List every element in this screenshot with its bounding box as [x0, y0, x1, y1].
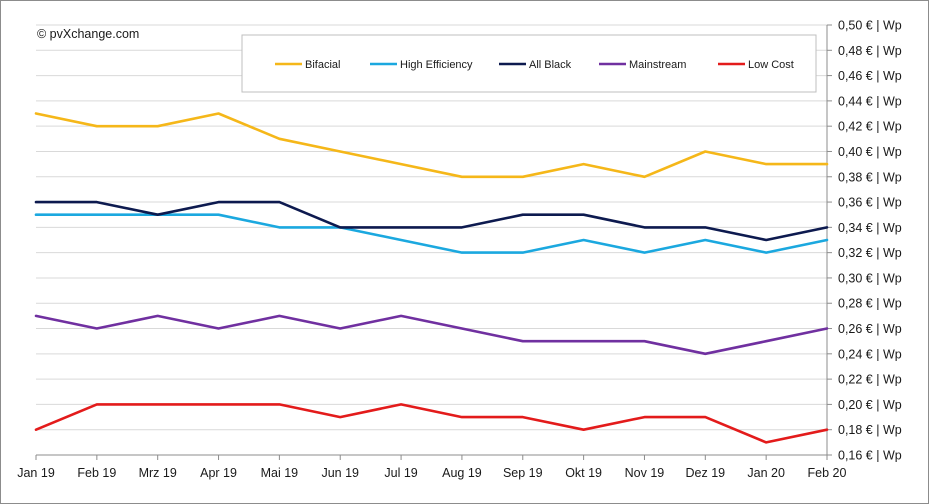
- x-tick-label: Jul 19: [384, 466, 417, 480]
- y-tick-label: 0,48 € | Wp: [838, 44, 902, 58]
- y-tick-label: 0,24 € | Wp: [838, 347, 902, 361]
- legend-entries: Bifacial High Efficiency All Black Mainstre…: [275, 59, 794, 71]
- legend-label-all-black: All Black: [529, 59, 572, 71]
- x-tick-label: Okt 19: [565, 466, 602, 480]
- y-tick-label: 0,36 € | Wp: [838, 196, 902, 210]
- x-tick-label: Sep 19: [503, 466, 543, 480]
- y-tick-label: 0,34 € | Wp: [838, 221, 902, 235]
- x-tick-label: Apr 19: [200, 466, 237, 480]
- x-tick-label: Jun 19: [321, 466, 359, 480]
- legend-label-bifacial: Bifacial: [305, 59, 340, 71]
- y-tick-label: 0,42 € | Wp: [838, 120, 902, 134]
- y-tick-label: 0,20 € | Wp: [838, 398, 902, 412]
- y-tick-label: 0,50 € | Wp: [838, 19, 902, 33]
- series-line-high-efficiency: [34, 213, 829, 254]
- series-line-bifacial: [34, 112, 829, 179]
- y-tick-label: 0,26 € | Wp: [838, 322, 902, 336]
- series-lines: [34, 112, 829, 444]
- x-tick-label: Mai 19: [261, 466, 299, 480]
- x-tick-label: Feb 20: [808, 466, 847, 480]
- x-tick-label: Dez 19: [686, 466, 726, 480]
- y-tick-label: 0,16 € | Wp: [838, 449, 902, 463]
- legend-label-low-cost: Low Cost: [748, 59, 794, 71]
- x-tick-label: Nov 19: [625, 466, 665, 480]
- y-tick-label: 0,30 € | Wp: [838, 271, 902, 285]
- series-line-mainstream: [34, 314, 829, 356]
- copyright-text: © pvXchange.com: [37, 27, 139, 41]
- legend-label-mainstream: Mainstream: [629, 59, 686, 71]
- x-tick-label: Mrz 19: [139, 466, 177, 480]
- x-tick-label: Jan 19: [17, 466, 55, 480]
- series-line-low-cost: [34, 403, 829, 444]
- y-tick-label: 0,40 € | Wp: [838, 145, 902, 159]
- y-tick-label: 0,18 € | Wp: [838, 423, 902, 437]
- x-tick-label: Jan 20: [747, 466, 785, 480]
- y-tick-label: 0,46 € | Wp: [838, 69, 902, 83]
- x-axis-labels: Jan 19 Feb 19 Mrz 19 Apr 19 Mai 19 Jun 19 Jul …: [17, 466, 846, 480]
- x-tick-label: Feb 19: [77, 466, 116, 480]
- y-tick-label: 0,44 € | Wp: [838, 94, 902, 108]
- y-tick-label: 0,38 € | Wp: [838, 170, 902, 184]
- series-line-all-black: [34, 200, 829, 242]
- y-axis-labels: 0,50 € | Wp 0,48 € | Wp 0,46 € | Wp 0,44 € …: [838, 19, 902, 463]
- y-tick-label: 0,22 € | Wp: [838, 373, 902, 387]
- y-tick-label: 0,28 € | Wp: [838, 297, 902, 311]
- x-tick-label: Aug 19: [442, 466, 482, 480]
- legend-label-high-efficiency: High Efficiency: [400, 59, 473, 71]
- y-tick-label: 0,32 € | Wp: [838, 246, 902, 260]
